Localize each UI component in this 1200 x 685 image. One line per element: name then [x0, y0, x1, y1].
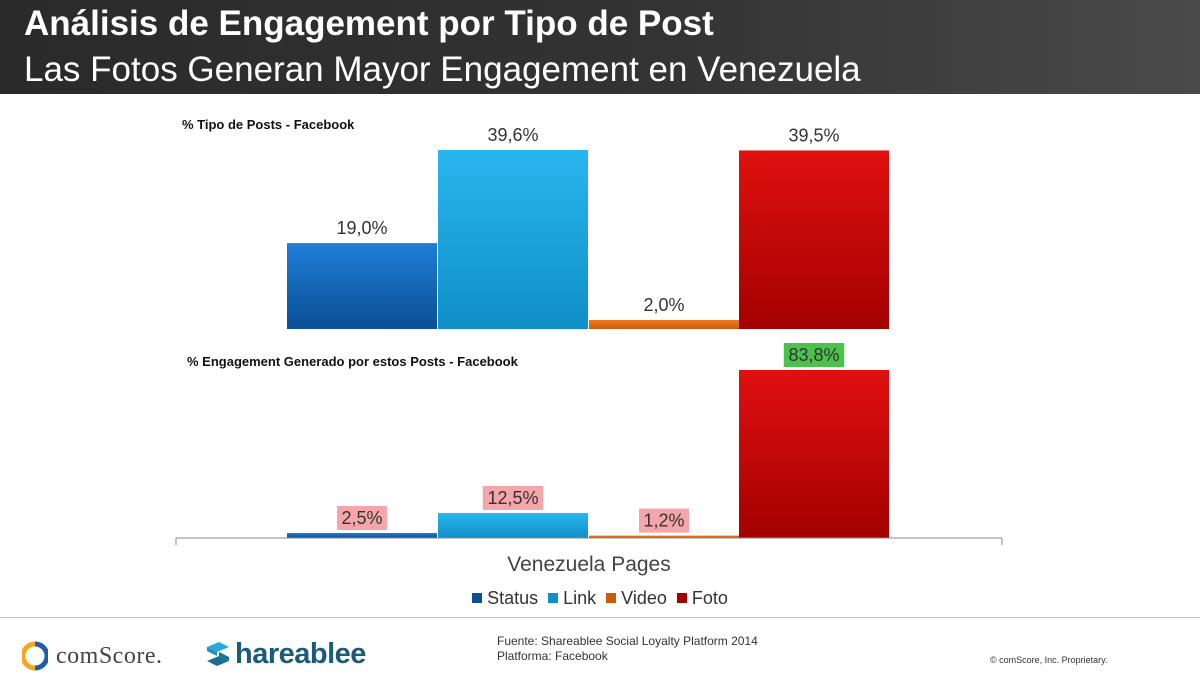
legend-label-status: Status: [487, 588, 539, 608]
value-label-highlight-engagement-status: [337, 505, 387, 530]
chart-legend: Status Link Video Foto: [0, 588, 1200, 609]
legend-label-foto: Foto: [691, 588, 728, 608]
comscore-logo: comScore.: [22, 638, 162, 674]
value-label-tipo-posts-foto: 39,5%: [788, 125, 839, 145]
value-label-engagement-foto: 83,8%: [788, 345, 839, 365]
source-note: Fuente: Shareablee Social Loyalty Platfo…: [497, 634, 758, 664]
value-label-engagement-link: 12,5%: [487, 488, 538, 508]
legend-label-link: Link: [563, 588, 597, 608]
shareablee-logo-text: hareablee: [235, 637, 366, 670]
bar-engagement-foto: [739, 370, 889, 538]
legend-label-video: Video: [621, 588, 667, 608]
bar-tipo-posts-foto: [739, 150, 889, 329]
source-line-1: Fuente: Shareablee Social Loyalty Platfo…: [497, 634, 758, 648]
header-bar: Análisis de Engagement por Tipo de Post …: [0, 0, 1200, 94]
panel-tipo-posts: 19,0% 39,6% 2,0% 39,5%: [287, 125, 889, 329]
value-label-highlight-engagement-video: [639, 508, 689, 533]
shareablee-logo-icon: [207, 642, 229, 666]
bar-tipo-posts-status: [287, 243, 437, 329]
footer-divider: [0, 617, 1200, 618]
value-label-engagement-video: 1,2%: [643, 511, 684, 531]
source-line-2: Platforma: Facebook: [497, 649, 608, 663]
legend-swatch-video: [606, 593, 617, 603]
panel-engagement: 2,5% 12,5% 1,2% 83,8%: [287, 343, 889, 538]
engagement-bar-chart: % Tipo de Posts - Facebook 19,0% 39,6% 2,0…: [175, 117, 1003, 576]
bar-engagement-link: [438, 512, 588, 538]
value-label-tipo-posts-video: 2,0%: [643, 295, 684, 315]
shareablee-logo: hareablee: [203, 636, 366, 672]
legend-item-video: Video: [606, 588, 667, 609]
legend-swatch-foto: [676, 593, 687, 603]
value-label-highlight-engagement-link: [482, 485, 544, 510]
comscore-logo-icon: [22, 641, 48, 671]
value-label-tipo-posts-status: 19,0%: [336, 218, 387, 238]
legend-swatch-status: [472, 593, 483, 603]
legend-item-link: Link: [548, 588, 596, 609]
panel-label-tipo-posts: % Tipo de Posts - Facebook: [182, 117, 355, 132]
value-label-engagement-status: 2,5%: [341, 508, 382, 528]
x-category-label: Venezuela Pages: [507, 553, 670, 576]
value-label-tipo-posts-link: 39,6%: [487, 125, 538, 145]
copyright-note: © comScore, Inc. Proprietary.: [990, 655, 1108, 665]
comscore-logo-text: comScore.: [56, 642, 163, 669]
page-subtitle: Las Fotos Generan Mayor Engagement en Ve…: [24, 50, 861, 89]
bar-engagement-video: [589, 535, 739, 538]
panel-label-engagement: % Engagement Generado por estos Posts - …: [187, 354, 519, 369]
bar-tipo-posts-link: [438, 150, 588, 329]
value-label-highlight-engagement-foto: [783, 343, 845, 367]
page-title: Análisis de Engagement por Tipo de Post: [24, 4, 714, 43]
legend-item-status: Status: [472, 588, 538, 609]
legend-swatch-link: [548, 593, 559, 603]
bar-engagement-status: [287, 532, 437, 538]
bar-tipo-posts-video: [589, 319, 739, 329]
legend-item-foto: Foto: [676, 588, 728, 609]
